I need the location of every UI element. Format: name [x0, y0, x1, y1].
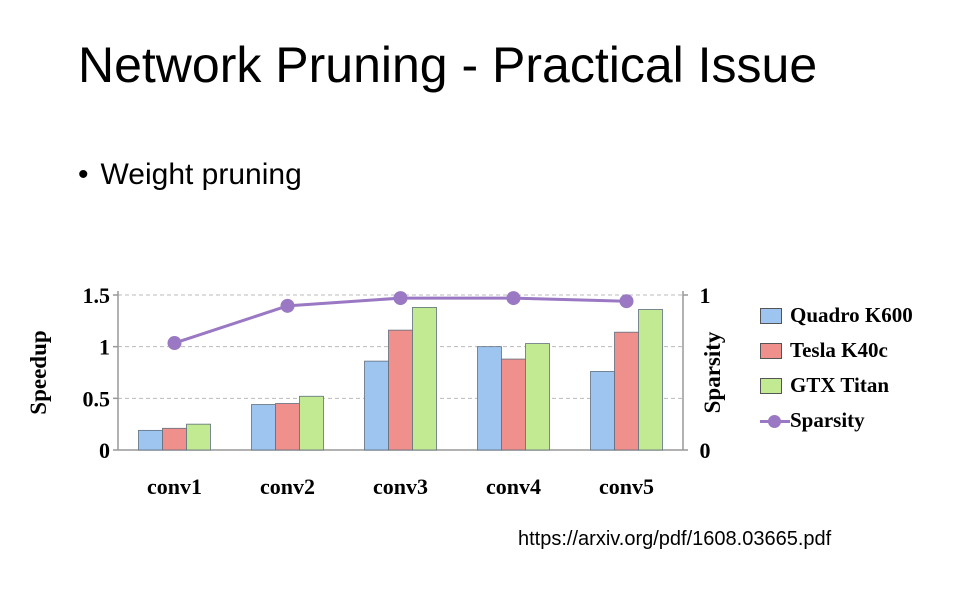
- speedup-chart: 0 0.5 1 1.5 0 1 Speedup Sparsity conv1 conv2 conv3…: [26, 283, 725, 499]
- legend-item: GTX Titan: [760, 368, 913, 403]
- bar-conv4-1: [501, 358, 526, 451]
- bar-conv1-0: [138, 429, 163, 451]
- legend-line-marker-icon: [760, 413, 790, 429]
- bar-conv1-1: [162, 427, 187, 451]
- xtick-label-conv3: conv3: [373, 474, 428, 499]
- ytick-label-0: 0: [99, 438, 110, 463]
- y2tick-label-0: 0: [700, 438, 711, 463]
- bullet-dot-icon: •: [78, 158, 89, 191]
- bar-conv3-2: [412, 307, 437, 451]
- legend-swatch: [760, 342, 782, 359]
- xtick-label-conv5: conv5: [599, 474, 654, 499]
- bar-conv3-1: [388, 329, 413, 451]
- bar-conv5-2: [638, 309, 663, 451]
- legend-item: Sparsity: [760, 403, 913, 438]
- bar-conv2-0: [251, 404, 276, 451]
- y2-axis-title: Sparsity: [700, 331, 725, 413]
- legend-swatch: [760, 307, 782, 324]
- bar-conv5-1: [614, 331, 639, 451]
- ytick-label-1: 0.5: [83, 386, 111, 411]
- bar-conv2-1: [275, 403, 300, 451]
- bullet-text: Weight pruning: [100, 158, 302, 191]
- ytick-label-2: 1: [99, 335, 110, 360]
- xtick-label-conv1: conv1: [147, 474, 202, 499]
- source-link[interactable]: https://arxiv.org/pdf/1608.03665.pdf: [518, 528, 832, 550]
- legend-item: Tesla K40c: [760, 333, 913, 368]
- bar-conv4-2: [525, 343, 550, 451]
- bullet-item: • Weight pruning: [78, 158, 302, 192]
- bar-conv2-2: [299, 395, 324, 451]
- legend-label: Tesla K40c: [790, 338, 888, 362]
- ytick-label-3: 1.5: [83, 283, 111, 308]
- y2tick-label-1: 1: [700, 283, 711, 308]
- bar-conv5-0: [590, 371, 615, 451]
- bar-conv1-2: [186, 423, 211, 451]
- sparsity-point-conv1: [167, 336, 182, 351]
- legend-label: Quadro K600: [790, 303, 913, 327]
- sparsity-point-conv2: [280, 298, 295, 313]
- legend-swatch: [760, 377, 782, 394]
- slide-title: Network Pruning - Practical Issue: [78, 37, 818, 93]
- legend-item: Quadro K600: [760, 298, 913, 333]
- xtick-label-conv4: conv4: [486, 474, 541, 499]
- sparsity-point-conv4: [506, 291, 521, 306]
- sparsity-point-conv3: [393, 291, 408, 306]
- legend-label: GTX Titan: [790, 373, 890, 397]
- sparsity-point-conv5: [619, 294, 634, 309]
- bar-conv3-0: [364, 360, 389, 451]
- legend-label: Sparsity: [790, 408, 865, 432]
- y-axis-title: Speedup: [26, 330, 51, 414]
- xtick-label-conv2: conv2: [260, 474, 315, 499]
- chart-legend: Quadro K600 Tesla K40c GTX Titan Sparsity: [760, 298, 913, 438]
- bar-conv4-0: [477, 346, 502, 451]
